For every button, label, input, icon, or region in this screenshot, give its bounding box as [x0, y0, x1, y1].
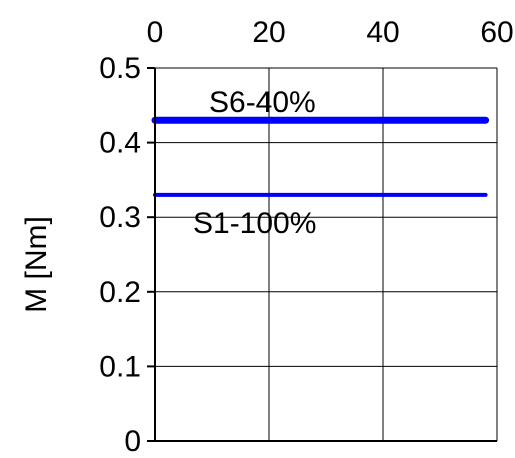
series-label-1: S1-100%: [193, 207, 316, 240]
y-tick-label-5: 0.5: [99, 52, 141, 85]
y-tick-label-4: 0.4: [99, 127, 141, 160]
series-layer: [151, 116, 490, 197]
y-tick-label-2: 0.2: [99, 276, 141, 309]
y-tick-label-0: 0: [124, 425, 141, 458]
y-tick-label-3: 0.3: [99, 201, 141, 234]
grid: [155, 67, 498, 441]
axes: [147, 67, 497, 442]
x-tick-label-3: 60: [480, 16, 513, 49]
y-axis-title: M [Nm]: [20, 216, 53, 313]
x-tick-label-1: 20: [252, 16, 285, 49]
x-tick-label-0: 0: [147, 16, 164, 49]
y-tick-label-1: 0.1: [99, 350, 141, 383]
series-label-0: S6-40%: [209, 86, 316, 119]
x-tick-label-2: 40: [366, 16, 399, 49]
